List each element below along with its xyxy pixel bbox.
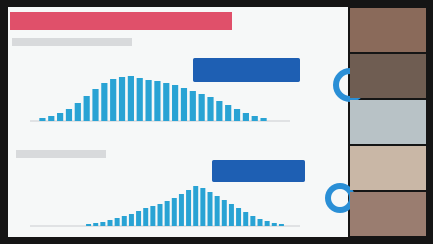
bar (272, 223, 277, 226)
bar (150, 206, 155, 226)
bar (243, 212, 248, 226)
subtitle-blur (16, 150, 106, 158)
bar (258, 219, 263, 226)
bar (207, 97, 213, 121)
bar (143, 208, 148, 226)
screen-photo (0, 0, 433, 244)
bar (181, 88, 187, 121)
bar (179, 194, 184, 226)
video-tile[interactable] (350, 146, 426, 190)
bar (110, 79, 116, 121)
bar (158, 204, 163, 226)
bar (172, 85, 178, 121)
callout (212, 160, 305, 182)
bar (200, 188, 205, 226)
bar (252, 116, 258, 121)
bar (199, 94, 205, 121)
bar (172, 198, 177, 226)
bar (93, 223, 98, 226)
bar (39, 118, 45, 121)
bar (193, 186, 198, 226)
callout (193, 58, 300, 82)
bar (84, 96, 90, 121)
bar (66, 109, 72, 121)
bar (154, 81, 160, 121)
video-tile[interactable] (350, 8, 426, 52)
bar (86, 224, 91, 226)
bar (208, 192, 213, 226)
bar (163, 83, 169, 121)
bar (136, 211, 141, 226)
video-tiles (350, 8, 426, 236)
bar (234, 109, 240, 121)
video-tile[interactable] (350, 54, 426, 98)
bar (216, 101, 222, 121)
video-tile[interactable] (350, 100, 426, 144)
subtitle-blur (12, 38, 132, 46)
bar (215, 196, 220, 226)
bar (186, 190, 191, 226)
video-tile[interactable] (350, 192, 426, 236)
title-bar (10, 12, 232, 30)
bar (108, 220, 113, 226)
bar (101, 83, 107, 121)
bar (128, 76, 134, 121)
bar (137, 78, 143, 121)
bar (165, 201, 170, 226)
bar (225, 105, 231, 121)
bar (265, 221, 270, 226)
bar (279, 224, 284, 226)
bar (129, 214, 134, 226)
bar (243, 113, 249, 121)
bar (250, 216, 255, 226)
bar (236, 208, 241, 226)
bar (145, 80, 151, 121)
bar (57, 113, 63, 121)
bar (260, 118, 266, 121)
bar (100, 222, 105, 226)
bar (119, 77, 125, 121)
bar (229, 204, 234, 226)
bar (115, 218, 120, 226)
bar (190, 91, 196, 121)
bar (75, 103, 81, 121)
bar (122, 216, 127, 226)
screen (0, 0, 433, 244)
bar (92, 89, 98, 121)
bar (222, 200, 227, 226)
bar (48, 116, 54, 121)
